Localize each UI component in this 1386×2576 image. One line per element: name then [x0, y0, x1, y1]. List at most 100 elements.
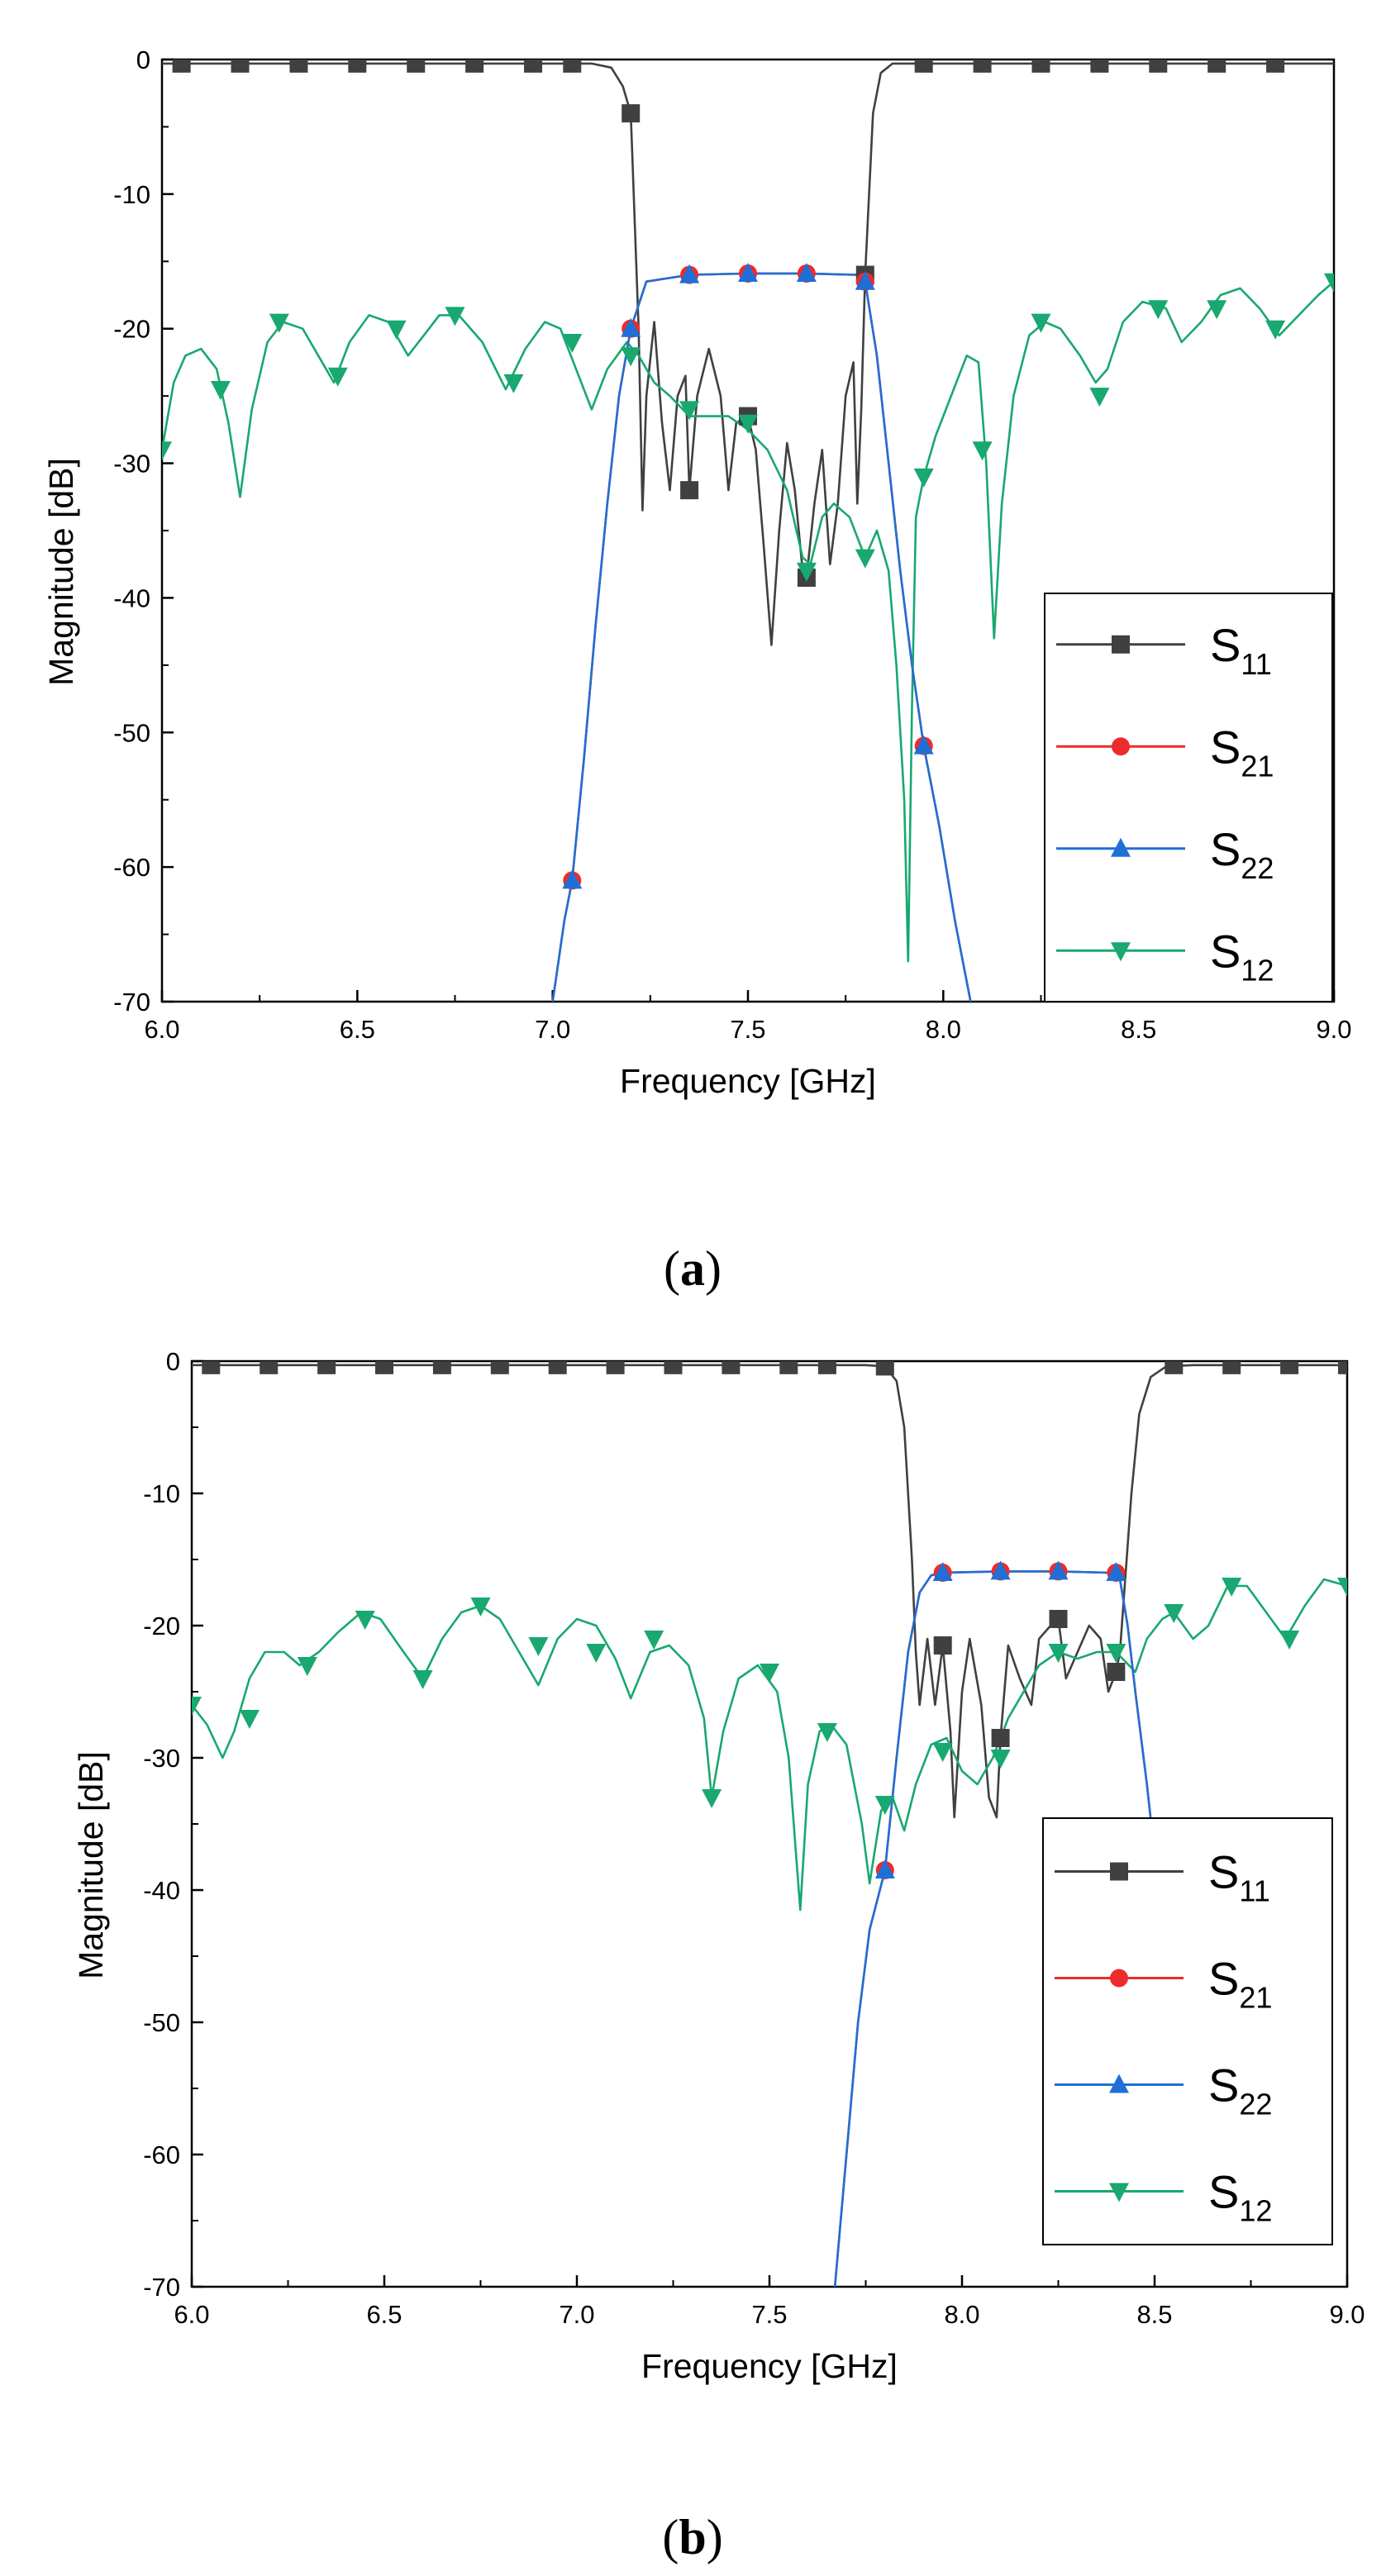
legend: S11 S21 S22 S12 [1044, 593, 1333, 1002]
marker-s11 [260, 1361, 279, 1374]
marker-s12 [874, 1796, 895, 1815]
marker-s12 [239, 1710, 260, 1729]
marker-s11 [548, 1361, 567, 1374]
marker-s12 [297, 1657, 317, 1676]
series-line-s11 [162, 62, 1334, 646]
marker-s11 [432, 1361, 451, 1374]
x-tick-label: 8.5 [1136, 2300, 1172, 2329]
marker-s11 [991, 1729, 1010, 1747]
marker-s11 [1338, 1361, 1347, 1374]
marker-s12 [972, 441, 993, 461]
marker-s12 [470, 1598, 491, 1617]
marker-s12 [586, 1644, 607, 1663]
marker-s12 [738, 414, 758, 434]
y-tick-label: -60 [113, 853, 150, 882]
y-tick-label: -50 [143, 2008, 180, 2037]
marker-s11 [563, 60, 582, 73]
marker-s11 [1107, 1663, 1126, 1681]
marker-s12 [990, 1750, 1011, 1769]
marker-s12 [1148, 300, 1169, 320]
caption-b: (b) [662, 2510, 722, 2564]
marker-s12 [1337, 1578, 1347, 1597]
marker-s11 [1222, 1361, 1241, 1374]
marker-s11 [202, 1361, 221, 1374]
legend-marker-s12 [1111, 942, 1131, 962]
x-tick-label: 8.5 [1121, 1015, 1156, 1044]
legend-label-s12: S12 [1208, 2166, 1272, 2228]
marker-s11 [1165, 1361, 1184, 1374]
marker-s22 [1048, 1560, 1069, 1580]
x-tick-label: 9.0 [1316, 1015, 1351, 1044]
chart-b: 0 -10 -20 -30 -40 -50 -60 -706.0 6.5 7.0 7.5 8.0 8.5… [72, 1347, 1365, 2385]
marker-s12 [1265, 320, 1286, 340]
y-axis-label: Magnitude [dB] [42, 458, 80, 686]
x-tick-label: 7.0 [535, 1015, 570, 1044]
marker-s12 [355, 1611, 375, 1630]
series-line-s12 [162, 280, 1334, 963]
series-layer [192, 1361, 1347, 2287]
marker-s12 [503, 374, 524, 393]
marker-s11 [375, 1361, 393, 1374]
marker-s12 [162, 441, 172, 461]
x-tick-label: 6.5 [366, 2300, 402, 2329]
marker-s11 [779, 1361, 798, 1374]
marker-s22 [913, 735, 934, 755]
marker-s12 [1164, 1604, 1184, 1623]
series-line-s12 [192, 1578, 1347, 1912]
marker-s12 [1324, 273, 1334, 293]
y-tick-label: -20 [113, 315, 150, 344]
marker-s11 [172, 60, 191, 73]
legend-marker-s22 [1109, 2074, 1129, 2093]
marker-s12 [1048, 1644, 1069, 1663]
marker-s12 [1279, 1631, 1300, 1650]
marker-s12 [192, 1697, 202, 1716]
marker-s12 [412, 1670, 433, 1689]
marker-s12 [932, 1743, 953, 1762]
y-tick-label: -70 [143, 2273, 180, 2302]
y-tick-label: -70 [113, 988, 150, 1017]
marker-s22 [932, 1562, 953, 1581]
marker-s11 [465, 60, 484, 73]
marker-s11 [524, 60, 543, 73]
chart-a: 0 -10 -20 -30 -40 -50 -60 -706.0 6.5 7.0 7.5 8.0 8.5… [42, 45, 1352, 1100]
marker-s12 [562, 334, 583, 353]
legend-label-s21: S21 [1210, 721, 1274, 783]
series-layer [162, 60, 1334, 1002]
marker-s11 [490, 1361, 509, 1374]
y-axis-label: Magnitude [dB] [72, 1751, 110, 1979]
y-tick-label: 0 [136, 45, 150, 74]
marker-s12 [1106, 1644, 1126, 1663]
marker-s11 [875, 1361, 894, 1376]
marker-s22 [738, 262, 758, 282]
y-tick-label: -10 [143, 1479, 180, 1508]
x-tick-label: 8.0 [926, 1015, 961, 1044]
legend-label-s22: S22 [1208, 2059, 1272, 2121]
y-tick-label: -30 [113, 450, 150, 479]
marker-s12 [269, 313, 289, 333]
marker-s12 [1089, 388, 1110, 407]
y-tick-label: 0 [166, 1347, 180, 1376]
marker-s12 [817, 1723, 837, 1742]
legend-label-s11: S11 [1208, 1846, 1270, 1908]
marker-s11 [407, 60, 426, 73]
marker-s11 [348, 60, 367, 73]
marker-s11 [1149, 60, 1168, 73]
marker-s12 [760, 1664, 779, 1683]
y-tick-label: -20 [143, 1612, 180, 1640]
marker-s11 [817, 1361, 836, 1374]
marker-s12 [528, 1637, 549, 1656]
x-tick-label: 7.0 [559, 2300, 594, 2329]
y-tick-label: -40 [143, 1876, 180, 1905]
legend-marker-s21 [1112, 737, 1130, 756]
marker-s22 [990, 1560, 1011, 1580]
marker-s11 [722, 1361, 741, 1374]
marker-s12 [796, 562, 817, 582]
legend-label-s11: S11 [1210, 619, 1272, 681]
marker-s22 [874, 1859, 895, 1878]
legend-marker-s12 [1109, 2183, 1129, 2202]
marker-s12 [327, 367, 348, 387]
legend-label-s12: S12 [1210, 925, 1274, 987]
series-line-s11 [192, 1364, 1347, 1819]
x-tick-label: 7.5 [751, 2300, 787, 2329]
